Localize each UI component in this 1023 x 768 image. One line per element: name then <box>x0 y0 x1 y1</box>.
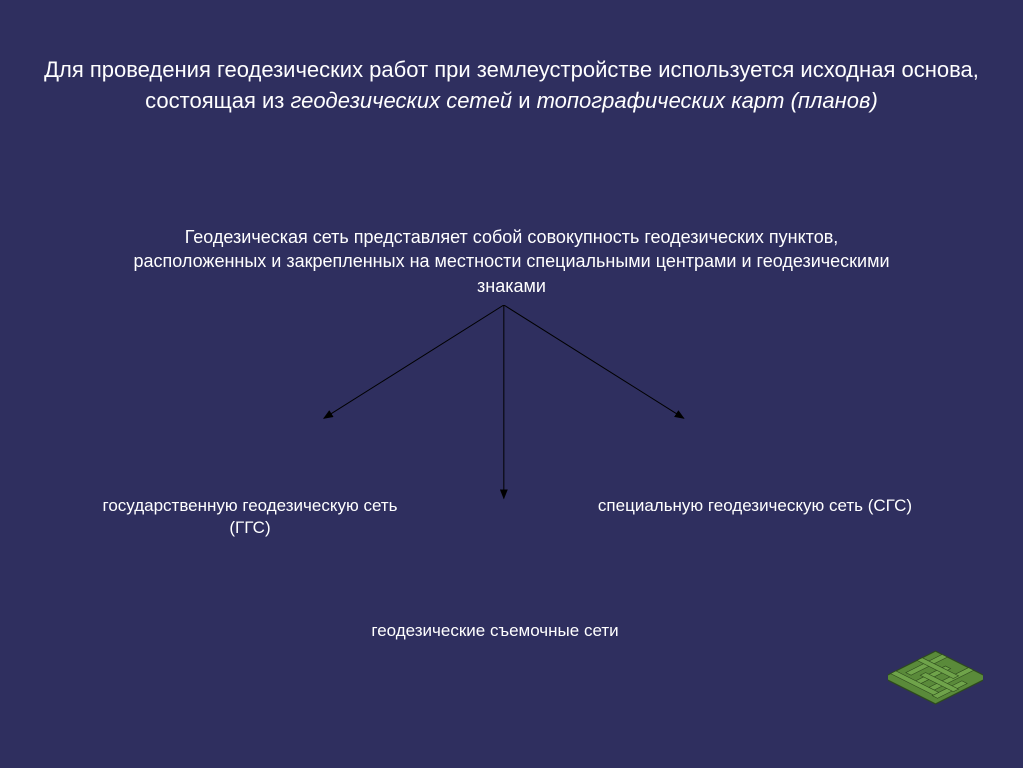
definition-text: Геодезическая сеть представляет собой со… <box>130 225 893 298</box>
title-text: Для проведения геодезических работ при з… <box>30 55 993 117</box>
arrow-left <box>324 305 504 418</box>
arrow-right <box>504 305 684 418</box>
maze-icon <box>888 643 983 713</box>
node-survey: геодезические съемочные сети <box>365 620 625 642</box>
title-italic1: геодезических сетей <box>290 88 512 113</box>
arrows-diagram <box>0 305 1023 505</box>
title-mid: и <box>512 88 537 113</box>
node-sgs: специальную геодезическую сеть (СГС) <box>590 495 920 517</box>
node-ggs: государственную геодезическую сеть (ГГС) <box>90 495 410 539</box>
title-italic2: топографических карт (планов) <box>537 88 878 113</box>
